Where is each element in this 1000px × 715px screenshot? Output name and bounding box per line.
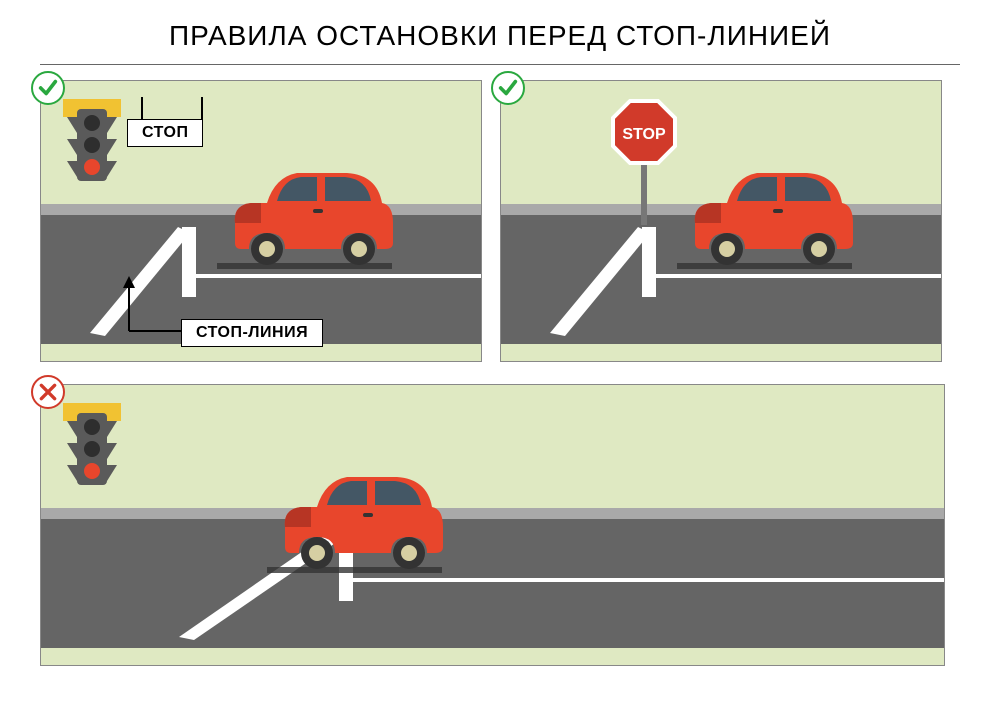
panel-correct-trafficlight: СТОП СТОП-ЛИНИЯ bbox=[40, 80, 482, 362]
page-title: ПРАВИЛА ОСТАНОВКИ ПЕРЕД СТОП-ЛИНИЕЙ bbox=[40, 20, 960, 52]
traffic-light bbox=[63, 403, 121, 516]
stop-line-label: СТОП-ЛИНИЯ bbox=[181, 319, 323, 347]
traffic-light bbox=[63, 99, 121, 212]
check-badge bbox=[491, 71, 525, 105]
car bbox=[677, 165, 857, 275]
grass bbox=[501, 344, 941, 361]
car bbox=[217, 165, 397, 275]
grass bbox=[41, 648, 944, 665]
svg-text:STOP: STOP bbox=[622, 126, 666, 143]
arrow-to-stopline bbox=[121, 276, 191, 338]
diag-line bbox=[510, 218, 668, 344]
sign-wire bbox=[201, 97, 203, 121]
check-badge bbox=[31, 71, 65, 105]
title-rule bbox=[40, 64, 960, 65]
stop-sign: STOP bbox=[609, 97, 679, 230]
sign-wire bbox=[141, 97, 143, 121]
car bbox=[267, 469, 447, 579]
stop-label: СТОП bbox=[127, 119, 203, 147]
panel-incorrect bbox=[40, 384, 945, 666]
sky bbox=[41, 385, 944, 508]
cross-badge bbox=[31, 375, 65, 409]
curb bbox=[41, 508, 944, 519]
top-row: СТОП СТОП-ЛИНИЯ bbox=[40, 80, 960, 362]
panel-correct-stopsign: STOP bbox=[500, 80, 942, 362]
